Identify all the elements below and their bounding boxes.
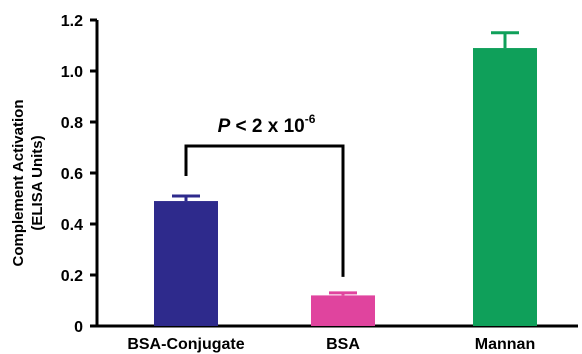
y-tick-label: 0.8: [61, 115, 83, 132]
y-tick-label: 1.2: [61, 13, 83, 30]
bar: [311, 295, 375, 326]
category-label: Mannan: [475, 336, 535, 353]
y-tick-label: 0: [74, 319, 83, 336]
y-tick-label: 0.6: [61, 166, 83, 183]
y-axis-title-line-1: Complement Activation: [10, 100, 27, 267]
category-label: BSA: [326, 336, 360, 353]
significance-bracket: [184, 144, 345, 277]
p-value-exponent: -6: [305, 112, 316, 126]
p-value-annotation: P < 2 x 10-6: [218, 112, 316, 137]
category-labels: BSA-Conjugate BSA Mannan: [127, 336, 535, 353]
bars: [154, 31, 537, 327]
y-tick-label: 0.2: [61, 268, 83, 285]
bar: [473, 48, 537, 327]
y-tick-label: 1.0: [61, 64, 83, 81]
y-axis-title-line-2: (ELISA Units): [29, 135, 46, 230]
y-tick-label: 0.4: [61, 217, 83, 234]
y-ticks: 0 0.2 0.4 0.6 0.8 1.0 1.2: [61, 13, 97, 336]
p-value-text: < 2 x 10: [230, 116, 304, 137]
bar: [154, 201, 218, 326]
p-symbol: P: [218, 116, 231, 137]
category-label: BSA-Conjugate: [127, 336, 244, 353]
